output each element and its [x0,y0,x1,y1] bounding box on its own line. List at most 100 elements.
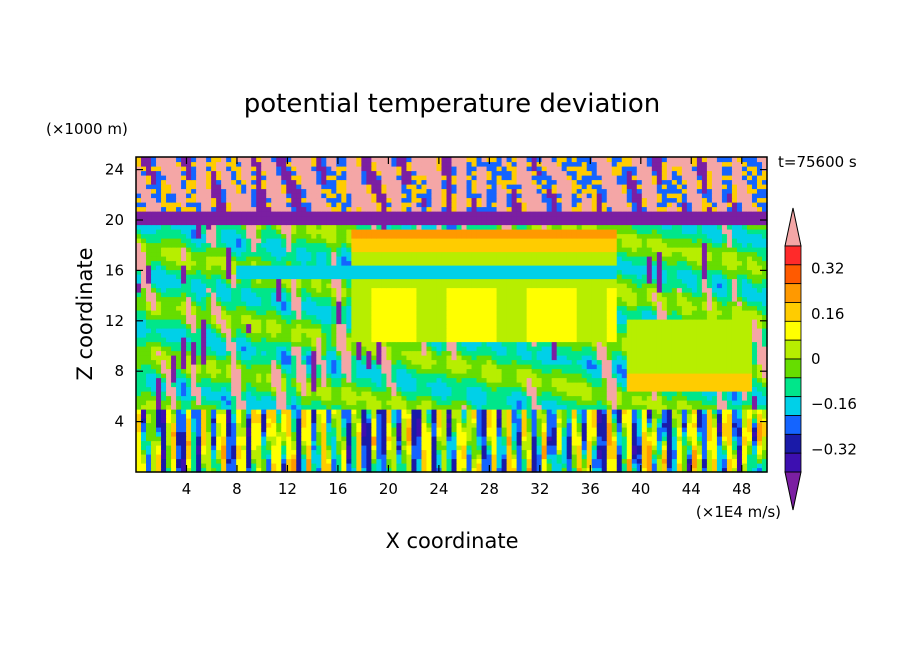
heatmap-cell [276,346,282,352]
heatmap-cell [406,377,413,383]
heatmap-cell [311,301,317,307]
heatmap-cell [471,328,478,334]
heatmap-cell [696,377,703,383]
heatmap-cell [686,458,693,464]
heatmap-cell [561,319,568,325]
heatmap-cell [741,413,748,419]
heatmap-cell [721,368,728,374]
heatmap-cell [761,382,768,388]
heatmap-cell [516,332,523,338]
heatmap-cell [396,332,403,338]
heatmap-cell [431,427,438,433]
heatmap-cell [706,319,713,325]
heatmap-cell [741,350,748,356]
heatmap-cell [256,373,262,379]
heatmap-cell [221,305,227,311]
heatmap-cell [586,301,593,307]
heatmap-cell [201,382,207,388]
heatmap-cell [336,337,342,343]
heatmap-cell [436,373,443,379]
heatmap-cell [366,454,372,460]
heatmap-cell [491,323,498,329]
heatmap-cell [741,422,748,428]
heatmap-cell [736,296,743,302]
heatmap-cell [326,386,332,392]
heatmap-cell [501,418,508,424]
heatmap-cell [586,440,593,446]
heatmap-cell [491,373,498,379]
heatmap-cell [436,350,443,356]
heatmap-cell [761,341,768,347]
heatmap-cell [231,449,237,455]
heatmap-cell [346,458,352,464]
heatmap-cell [746,341,753,347]
heatmap-cell [171,445,177,451]
heatmap-cell [321,319,327,325]
heatmap-cell [366,386,372,392]
heatmap-cell [141,409,147,415]
heatmap-cell [336,364,342,370]
heatmap-cell [206,310,212,316]
heatmap-cell [571,346,578,352]
heatmap-cell [756,355,763,361]
heatmap-cell [661,395,668,401]
heatmap-cell [271,404,277,410]
heatmap-cell [611,422,618,428]
heatmap-cell [636,314,643,320]
heatmap-cell [416,359,423,365]
heatmap-cell [291,449,297,455]
heatmap-cell [336,301,342,307]
heatmap-cell [311,409,317,415]
heatmap-cell [316,391,322,397]
heatmap-cell [576,377,583,383]
heatmap-cell [226,346,232,352]
heatmap-cell [161,463,167,469]
heatmap-cell [261,445,267,451]
heatmap-cell [401,377,408,383]
heatmap-cell [171,440,177,446]
heatmap-cell [146,413,152,419]
heatmap-cell [526,391,533,397]
heatmap-cell [151,319,157,325]
heatmap-cell [186,337,192,343]
heatmap-cell [271,373,277,379]
heatmap-cell [576,323,583,329]
heatmap-cell [251,409,257,415]
heatmap-cell [621,400,628,406]
heatmap-cell [511,391,518,397]
heatmap-cell [206,400,212,406]
heatmap-cell [161,454,167,460]
heatmap-cell [671,422,678,428]
heatmap-cell [326,449,332,455]
heatmap-cell [521,436,528,442]
heatmap-cell [736,382,743,388]
heatmap-cell [586,368,593,374]
heatmap-cell [571,364,578,370]
heatmap-cell [706,341,713,347]
heatmap-cell [541,409,548,415]
heatmap-cell [546,418,553,424]
heatmap-cell [526,418,533,424]
heatmap-cell [721,296,728,302]
heatmap-cell [661,440,668,446]
heatmap-cell [631,418,638,424]
heatmap-cell [161,458,167,464]
heatmap-cell [651,409,658,415]
heatmap-cell [181,310,187,316]
heatmap-cell [196,422,202,428]
heatmap-cell [196,427,202,433]
heatmap-cell [526,404,533,410]
heatmap-cell [526,346,533,352]
heatmap-cell [596,382,603,388]
heatmap-cell [431,440,438,446]
heatmap-cell [756,409,763,415]
heatmap-cell [451,458,458,464]
heatmap-cell [726,409,733,415]
heatmap-cell [536,328,543,334]
heatmap-cell [316,395,322,401]
heatmap-cell [741,341,748,347]
heatmap-cell [476,413,483,419]
heatmap-cell [176,332,182,338]
heatmap-cell [236,463,242,469]
heatmap-cell [731,440,738,446]
